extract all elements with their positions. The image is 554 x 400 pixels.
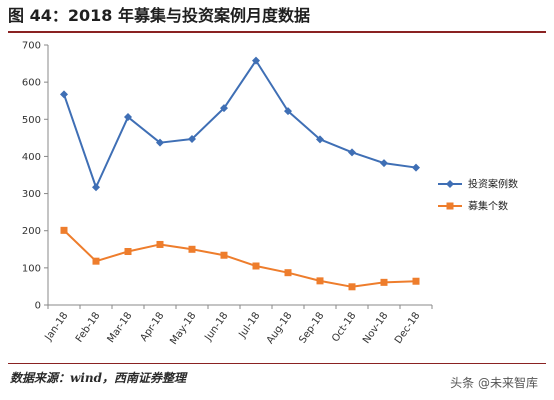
x-tick-label: Aug-18 — [265, 310, 295, 346]
x-tick-label: Oct-18 — [330, 310, 358, 344]
series-2-point — [348, 283, 356, 291]
series-2-point — [92, 257, 100, 265]
series-1-point — [316, 135, 324, 144]
series-1-point — [92, 183, 100, 192]
series-2-point — [412, 277, 420, 285]
series-1-point — [124, 113, 132, 122]
y-tick-label: 200 — [22, 226, 41, 237]
x-tick-label: Sep-18 — [297, 310, 326, 345]
series-1-point — [412, 163, 420, 172]
x-tick-label: Jun-18 — [203, 310, 231, 343]
series-1-point — [380, 159, 388, 168]
series-1-point — [348, 148, 356, 157]
y-tick-label: 100 — [22, 263, 41, 274]
chart-series — [60, 56, 420, 291]
series-1-point — [252, 56, 260, 65]
series-2-point — [188, 245, 196, 253]
watermark-text: 头条 @未来智库 — [450, 376, 538, 390]
legend-label-1: 投资案例数 — [468, 178, 518, 191]
x-tick-label: Feb-18 — [74, 310, 103, 344]
footer-divider — [8, 363, 546, 364]
legend-label-2: 募集个数 — [468, 200, 508, 213]
y-tick-label: 600 — [22, 78, 41, 89]
figure-title: 图 44：2018 年募集与投资案例月度数据 — [8, 6, 310, 25]
x-tick-label: Nov-18 — [361, 310, 390, 345]
series-1-point — [156, 138, 164, 147]
series-1-point — [220, 104, 228, 113]
series-line-1 — [63, 59, 417, 189]
series-2-point — [124, 248, 132, 256]
line-chart: 0 100 200 300 400 500 600 700 Jan-18 Feb-18 Mar-18… — [22, 41, 518, 347]
source-note: 数据来源：wind，西南证券整理 — [10, 371, 187, 385]
y-tick-label: 300 — [22, 189, 41, 200]
x-tick-label: Dec-18 — [393, 310, 422, 346]
series-2-point — [60, 226, 68, 234]
x-tick-label: Jul-18 — [237, 310, 263, 340]
series-2-point — [380, 278, 388, 286]
x-tick-label: May-18 — [168, 310, 198, 346]
y-tick-label: 700 — [22, 41, 41, 52]
series-1-point — [60, 90, 68, 99]
series-2-point — [156, 240, 164, 248]
series-2-point — [316, 277, 324, 285]
y-tick-label: 400 — [22, 152, 41, 163]
title-divider — [8, 31, 546, 33]
series-2-point — [284, 269, 292, 277]
series-2-point — [252, 262, 260, 270]
series-1-point — [284, 107, 292, 116]
y-tick-label: 0 — [35, 301, 41, 312]
x-tick-label: Jan-18 — [43, 310, 71, 343]
series-1-point — [188, 134, 196, 143]
x-tick-label: Apr-18 — [139, 310, 167, 343]
legend-marker-2 — [446, 202, 454, 210]
x-tick-label: Mar-18 — [106, 310, 135, 345]
legend-marker-1 — [446, 180, 454, 188]
series-line-2 — [63, 229, 417, 288]
chart-axes: 0 100 200 300 400 500 600 700 Jan-18 Feb-18 Mar-18… — [22, 41, 433, 347]
y-tick-label: 500 — [22, 115, 41, 126]
series-2-point — [220, 251, 228, 259]
